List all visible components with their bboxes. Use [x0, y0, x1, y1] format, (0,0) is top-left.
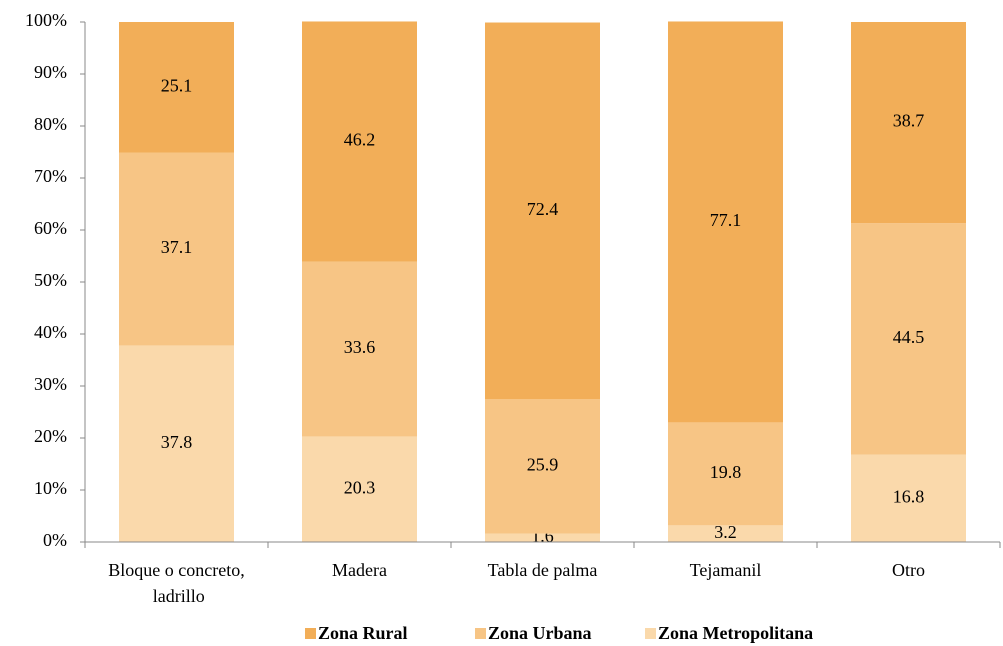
y-tick-label: 70%: [34, 166, 67, 186]
bar-segment: [302, 436, 417, 542]
bar-segment: [851, 223, 966, 455]
legend-label: Zona Rural: [318, 623, 408, 643]
bar-segment: [668, 525, 783, 542]
bar-segment: [851, 454, 966, 542]
legend-swatch: [475, 628, 486, 639]
data-label: 72.4: [527, 199, 559, 219]
bar-segment: [119, 152, 234, 346]
bar-segment: [485, 22, 600, 400]
data-label: 33.6: [344, 337, 376, 357]
data-label: 3.2: [714, 522, 737, 542]
data-label: 46.2: [344, 130, 376, 150]
y-tick-label: 80%: [34, 114, 67, 134]
data-label: 16.8: [893, 486, 925, 506]
bar-segment: [302, 261, 417, 437]
data-label: 44.5: [893, 327, 925, 347]
y-tick-label: 40%: [34, 322, 67, 342]
bar-segment: [485, 533, 600, 542]
data-label: 37.8: [161, 432, 193, 452]
data-label: 77.1: [710, 210, 742, 230]
bar-segment: [668, 21, 783, 423]
bar-segment: [485, 399, 600, 534]
data-label: 37.1: [161, 237, 193, 257]
bar-segment: [668, 422, 783, 526]
data-label: 25.9: [527, 454, 559, 474]
x-tick-label: Madera: [332, 560, 387, 580]
bar-segment: [302, 21, 417, 262]
y-tick-label: 20%: [34, 426, 67, 446]
y-tick-label: 100%: [25, 10, 67, 30]
x-tick-label: Bloque o concreto, ladrillo: [108, 560, 244, 606]
data-label: 20.3: [344, 477, 376, 497]
legend-label: Zona Urbana: [488, 623, 592, 643]
y-tick-label: 50%: [34, 270, 67, 290]
data-label: 19.8: [710, 462, 742, 482]
legend-swatch: [305, 628, 316, 639]
y-tick-label: 0%: [43, 530, 67, 550]
y-tick-label: 10%: [34, 478, 67, 498]
data-label: 25.1: [161, 75, 193, 95]
data-label: 38.7: [893, 111, 925, 131]
x-tick-label: Tabla de palma: [488, 560, 598, 580]
x-tick-label: Otro: [892, 560, 925, 580]
bar-segment: [119, 345, 234, 542]
bar-segment: [119, 22, 234, 153]
x-tick-label: Tejamanil: [690, 560, 762, 580]
legend-swatch: [645, 628, 656, 639]
legend-label: Zona Metropolitana: [658, 623, 813, 643]
y-tick-label: 60%: [34, 218, 67, 238]
y-tick-label: 90%: [34, 62, 67, 82]
y-tick-label: 30%: [34, 374, 67, 394]
bar-segment: [851, 22, 966, 224]
